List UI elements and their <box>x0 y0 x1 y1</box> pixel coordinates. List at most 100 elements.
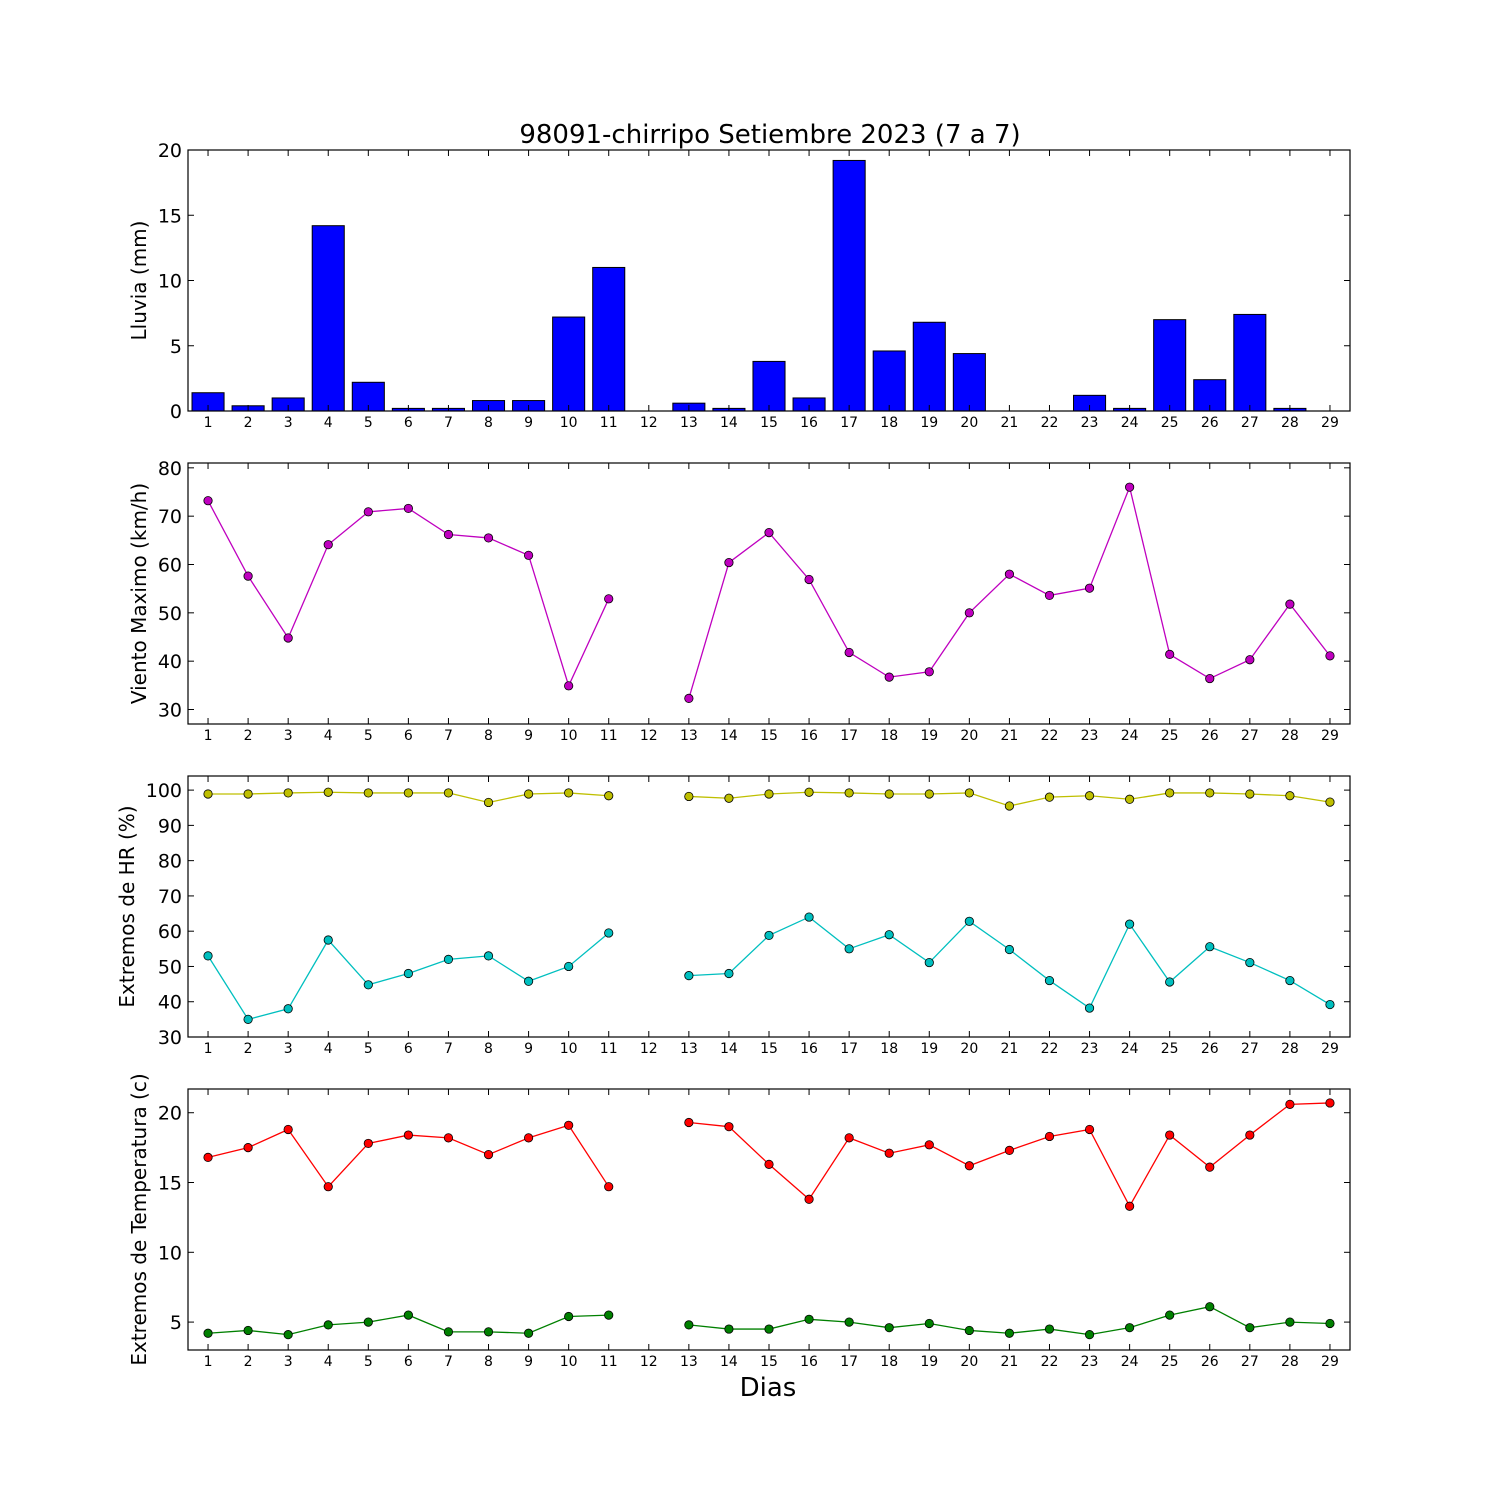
humidity-series-0-point-day-6 <box>403 788 413 798</box>
wind-xtick-label: 20 <box>960 728 978 744</box>
wind-ytick-label: 40 <box>158 651 182 673</box>
humidity-xtick-label: 11 <box>600 1041 618 1057</box>
wind-xtick-label: 4 <box>324 728 333 744</box>
humidity-series-0-point-day-14 <box>724 793 734 803</box>
humidity-xtick-label: 1 <box>204 1041 213 1057</box>
temperature-series-0-point-day-23 <box>1084 1124 1095 1135</box>
wind-ytick-label: 80 <box>158 458 182 480</box>
rain-xtick-label: 17 <box>840 415 858 431</box>
humidity-xtick-label: 3 <box>284 1041 293 1057</box>
rain-ytick-label: 5 <box>170 336 182 358</box>
temperature-series-1-point-day-5 <box>363 1317 373 1327</box>
temperature-xtick-label: 6 <box>404 1354 413 1370</box>
humidity-series-1-point-day-2 <box>243 1014 253 1024</box>
rain-xtick-label: 14 <box>720 415 738 431</box>
wind-series-0-point-day-11 <box>604 594 614 604</box>
wind-xtick-label: 15 <box>760 728 778 744</box>
humidity-ytick-label: 30 <box>158 1027 182 1049</box>
wind-xtick-label: 13 <box>680 728 698 744</box>
rain-xtick-label: 19 <box>920 415 938 431</box>
wind-xtick-label: 26 <box>1201 728 1219 744</box>
temperature-xtick-label: 29 <box>1321 1354 1339 1370</box>
humidity-xtick-label: 18 <box>880 1041 898 1057</box>
rain-xtick-label: 12 <box>640 415 658 431</box>
temperature-xtick-label: 8 <box>484 1354 493 1370</box>
temperature-series-0-point-day-24 <box>1125 1201 1135 1211</box>
wind-ytick-label: 30 <box>158 700 182 722</box>
temperature-xtick-label: 3 <box>284 1354 293 1370</box>
temperature-series-0-point-day-25 <box>1165 1130 1175 1140</box>
temperature-xtick-label: 18 <box>880 1354 898 1370</box>
humidity-series-0-point-day-2 <box>243 789 253 799</box>
humidity-xtick-label: 6 <box>404 1041 413 1057</box>
temperature-series-0-point-day-15 <box>764 1159 774 1169</box>
wind-series-0-point-day-23 <box>1084 583 1095 593</box>
temperature-series-0-point-day-19 <box>924 1140 934 1150</box>
temperature-ytick-label: 5 <box>170 1312 182 1334</box>
humidity-series-0-point-day-7 <box>443 788 454 798</box>
humidity-series-0-point-day-27 <box>1245 789 1255 799</box>
humidity-series-1-point-day-28 <box>1285 975 1295 986</box>
temperature-series-1-point-day-2 <box>243 1325 253 1336</box>
humidity-ytick-label: 40 <box>158 992 182 1014</box>
humidity-series-0-point-day-24 <box>1125 794 1135 804</box>
temperature-series-0-point-day-2 <box>243 1143 253 1153</box>
humidity-series-0-point-day-10 <box>564 788 574 798</box>
temperature-xtick-label: 24 <box>1121 1354 1139 1370</box>
wind-series-0-point-day-24 <box>1125 482 1135 492</box>
humidity-series-1-point-day-24 <box>1125 919 1135 929</box>
temperature-series-0-point-day-16 <box>804 1194 814 1204</box>
temperature-xtick-label: 21 <box>1000 1354 1018 1370</box>
wind-series-0-point-day-4 <box>323 540 333 550</box>
rain-xtick-label: 28 <box>1281 415 1299 431</box>
temperature-series-0-point-day-14 <box>724 1122 734 1132</box>
wind-xtick-label: 6 <box>404 728 413 744</box>
humidity-series-1-point-day-23 <box>1084 1003 1095 1013</box>
humidity-series-1-point-day-25 <box>1165 977 1175 987</box>
rain-xtick-label: 15 <box>760 415 778 431</box>
temperature-xtick-label: 25 <box>1161 1354 1179 1370</box>
temperature-series-0-point-day-13 <box>684 1117 694 1128</box>
temperature-y-axis-label: Extremos de Temperatura (c) <box>127 1073 151 1365</box>
rain-xtick-label: 16 <box>800 415 818 431</box>
humidity-series-0-point-day-23 <box>1084 791 1095 801</box>
wind-xtick-label: 5 <box>364 728 373 744</box>
rain-xtick-label: 26 <box>1201 415 1219 431</box>
wind-xtick-label: 10 <box>560 728 578 744</box>
wind-xtick-label: 14 <box>720 728 738 744</box>
wind-series-0-point-day-9 <box>523 550 534 560</box>
temperature-series-0-point-day-27 <box>1245 1130 1255 1140</box>
humidity-xtick-label: 20 <box>960 1041 978 1057</box>
humidity-ytick-label: 50 <box>158 956 182 978</box>
temperature-series-0-point-day-5 <box>363 1138 373 1149</box>
temperature-series-0-point-day-17 <box>844 1133 854 1143</box>
humidity-xtick-label: 4 <box>324 1041 333 1057</box>
humidity-xtick-label: 28 <box>1281 1041 1299 1057</box>
humidity-series-1-point-day-26 <box>1205 942 1215 952</box>
rain-xtick-label: 13 <box>680 415 698 431</box>
rain-xtick-label: 8 <box>484 415 493 431</box>
wind-xtick-label: 19 <box>920 728 938 744</box>
humidity-series-0-point-day-19 <box>924 789 934 799</box>
temperature-xtick-label: 5 <box>364 1354 373 1370</box>
wind-xtick-label: 2 <box>244 728 253 744</box>
chart-title: 98091-chirripo Setiembre 2023 (7 a 7) <box>519 120 1020 150</box>
humidity-series-1-point-day-6 <box>403 968 413 979</box>
humidity-y-axis-label: Extremos de HR (%) <box>115 805 139 1007</box>
humidity-xtick-label: 8 <box>484 1041 493 1057</box>
rain-xtick-label: 21 <box>1000 415 1018 431</box>
humidity-series-1-point-day-3 <box>283 1004 293 1014</box>
temperature-series-1-point-day-1 <box>203 1328 213 1338</box>
temperature-series-0-point-day-20 <box>964 1161 974 1171</box>
humidity-series-0-point-day-28 <box>1285 791 1295 801</box>
humidity-series-0-point-day-8 <box>483 797 494 808</box>
humidity-series-1-point-day-13 <box>684 971 694 981</box>
rain-xtick-label: 25 <box>1161 415 1179 431</box>
rain-ytick-label: 15 <box>158 205 182 227</box>
temperature-series-1-point-day-8 <box>483 1327 494 1337</box>
humidity-xtick-label: 15 <box>760 1041 778 1057</box>
